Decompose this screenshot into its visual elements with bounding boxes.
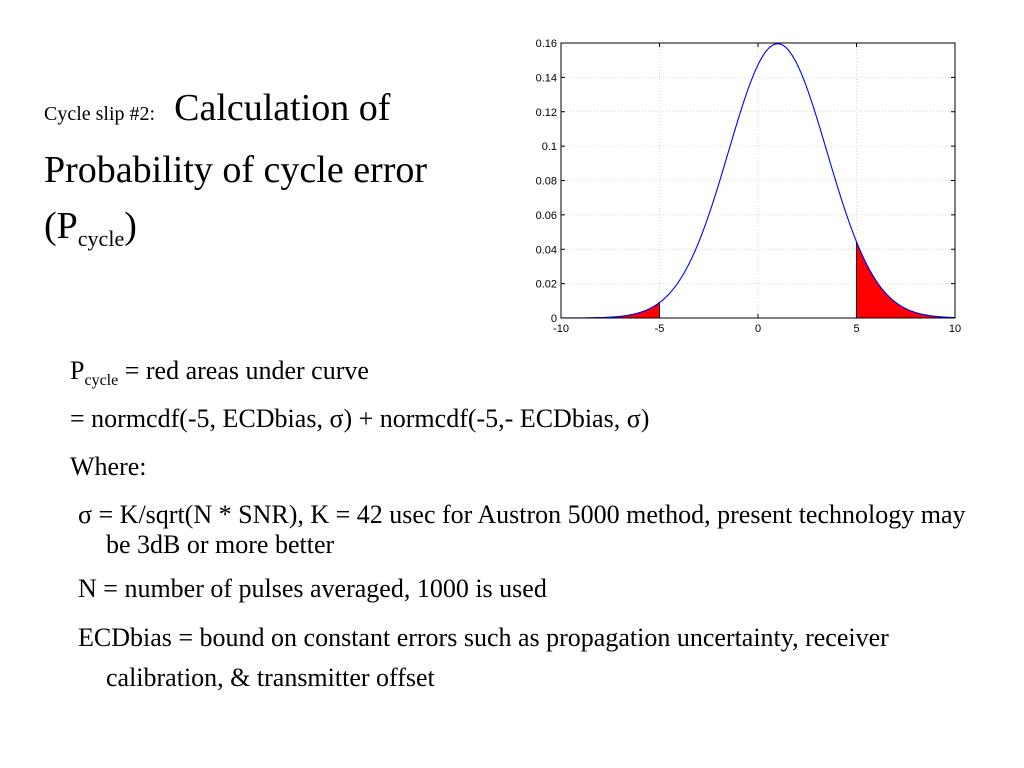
- x-tick-label-1: -5: [655, 323, 665, 335]
- x-tick-label-4: 10: [949, 323, 961, 335]
- pdf-curve: [561, 43, 956, 319]
- pcycle-p: P: [70, 356, 85, 385]
- y-tick-label-2: 0.04: [536, 244, 557, 256]
- y-tick-label-0: 0: [551, 313, 557, 325]
- body-line-sigma: σ = K/sqrt(N * SNR), K = 42 usec for Aus…: [78, 500, 966, 559]
- y-tick-label-3: 0.06: [536, 210, 557, 222]
- body-line-ecdbias: ECDbias = bound on constant errors such …: [78, 623, 889, 692]
- x-tick-label-0: -10: [553, 323, 569, 335]
- pcycle-definition: = red areas under curve: [118, 356, 369, 385]
- title-close: ): [124, 205, 137, 247]
- slide-body: Pcycle = red areas under curve = normcdf…: [70, 350, 970, 698]
- pcycle-subscript: cycle: [84, 372, 119, 389]
- y-tick-label-6: 0.12: [536, 107, 557, 119]
- y-tick-label-5: 0.1: [542, 141, 557, 153]
- body-line-pcycle: Pcycle = red areas under curve: [70, 356, 970, 389]
- title-main: Calculation of Probability of cycle erro…: [44, 87, 428, 247]
- body-line-n: N = number of pulses averaged, 1000 is u…: [78, 574, 547, 603]
- y-tick-label-1: 0.02: [536, 279, 557, 291]
- x-tick-label-3: 5: [853, 323, 859, 335]
- y-tick-label-8: 0.16: [536, 38, 557, 50]
- chart-svg: -10 -5 0 5 10 0 0.02 0.04 0.06 0.08 0.1 0.12 0.14 0.1…: [536, 38, 962, 335]
- x-tick-label-2: 0: [755, 323, 761, 335]
- slide-title: Cycle slip #2: Calculation of Probabilit…: [44, 80, 484, 254]
- y-tick-label-4: 0.08: [536, 176, 557, 188]
- y-tick-label-7: 0.14: [536, 72, 557, 84]
- probability-chart: -10 -5 0 5 10 0 0.02 0.04 0.06 0.08 0.1 0.12 0.14 0.1…: [500, 28, 970, 344]
- title-subscript: cycle: [77, 226, 125, 251]
- shaded-region-1: [856, 241, 956, 319]
- body-line-normcdf: = normcdf(-5, ECDbias, σ) + normcdf(-5,-…: [70, 404, 650, 433]
- body-line-where: Where:: [70, 452, 147, 481]
- title-prefix: Cycle slip #2:: [44, 103, 156, 125]
- axes-box: [560, 42, 956, 319]
